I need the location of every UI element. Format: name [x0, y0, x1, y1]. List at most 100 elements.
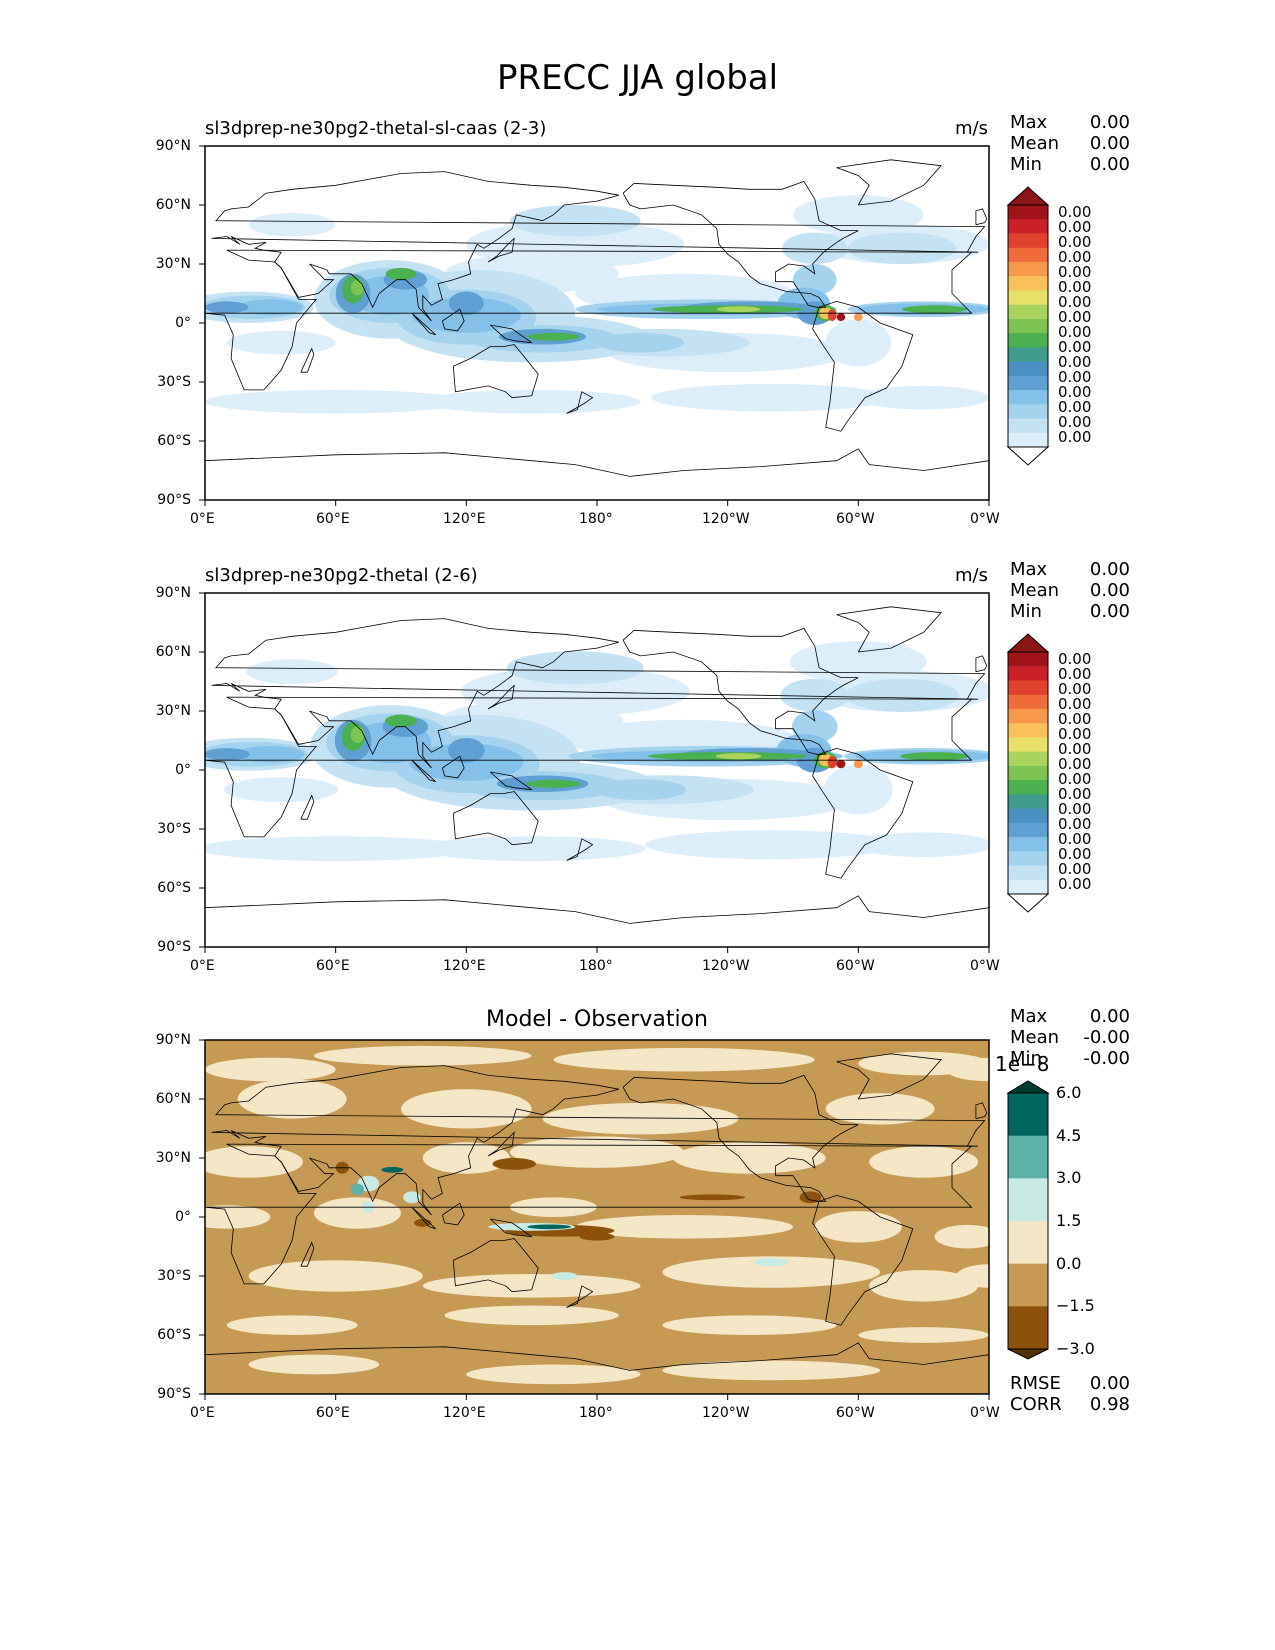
colorbar-label: 0.00 [1058, 233, 1092, 251]
x-tick: 60°W [836, 1405, 875, 1421]
colorbar-label: 0.00 [1058, 665, 1092, 683]
x-tick: 0°W [970, 511, 1000, 527]
colorbar-label: 0.00 [1058, 293, 1092, 311]
colorbar-label: 0.00 [1058, 368, 1092, 386]
stat-value-min: 0.00 [1089, 601, 1130, 622]
coastline [300, 1241, 315, 1267]
colorbar-segment [1008, 261, 1048, 277]
precip-contour [715, 753, 762, 760]
colorbar-test [1006, 186, 1050, 466]
map-field [205, 1040, 989, 1394]
colorbar-label: 0.00 [1058, 770, 1092, 788]
y-tick: 90°N [155, 138, 191, 154]
colorbar-ref [1006, 633, 1050, 913]
precip-contour [422, 389, 641, 414]
precip-contour [645, 830, 897, 860]
x-tick: 120°E [443, 1405, 486, 1421]
precip-contour [824, 764, 893, 815]
y-tick: 0° [175, 315, 191, 331]
colorbar-label: 0.00 [1058, 428, 1092, 446]
stat-value-mean: -0.00 [1083, 1027, 1130, 1048]
precip-contour [827, 309, 837, 322]
coastline [211, 1065, 986, 1216]
colorbar-segment [1008, 304, 1048, 320]
x-tick: 180° [579, 958, 613, 974]
precip-contour [205, 748, 250, 761]
x-tick: 0°W [970, 1405, 1000, 1421]
precip-contour [224, 777, 339, 803]
stat-label-min: Min [1010, 154, 1042, 175]
y-tick: 90°S [157, 939, 191, 955]
colorbar-segment [1008, 708, 1048, 724]
coastline [452, 344, 539, 399]
colorbar-extend-min [1006, 446, 1050, 466]
y-tick: 90°S [157, 1386, 191, 1402]
coastline [975, 208, 988, 226]
precip-contour [236, 746, 305, 763]
diff-contour [575, 1215, 793, 1239]
precip-contour [526, 779, 581, 788]
y-tick: 30°S [157, 1268, 191, 1284]
diff-contour [579, 1232, 615, 1241]
diff-contour [814, 1211, 902, 1243]
colorbar-label: 1.5 [1056, 1211, 1082, 1230]
x-tick: 60°E [316, 1405, 350, 1421]
diff-contour [553, 1047, 815, 1072]
stat-value-min: 0.00 [1089, 154, 1130, 175]
colorbar-exponent: 1e−8 [995, 1052, 1050, 1076]
panel-units-test: m/s [955, 118, 988, 139]
diff-contour [422, 1142, 510, 1174]
coastline [452, 1238, 539, 1293]
diff-contour [679, 1194, 746, 1201]
precip-contour [417, 836, 646, 862]
diff-contour [403, 1191, 421, 1204]
panel-title-diff: Model - Observation [486, 1007, 708, 1032]
coastline [622, 627, 859, 755]
coastline [812, 1194, 914, 1326]
stat-label-max: Max [1010, 559, 1048, 580]
x-tick: 180° [579, 1405, 613, 1421]
colorbar-segment [1008, 375, 1048, 391]
coastline [566, 391, 594, 414]
diff-contour [492, 1158, 537, 1170]
diff-contour [237, 1079, 347, 1119]
colorbar-label: 3.0 [1056, 1168, 1082, 1187]
diff-contour [226, 1315, 358, 1335]
precip-contour [384, 714, 418, 728]
colorbar-segment [1008, 1221, 1048, 1265]
diff-contour [401, 1089, 532, 1129]
colorbar-label: 0.00 [1058, 815, 1092, 833]
map-panel-test [199, 145, 990, 506]
x-tick: 120°W [702, 511, 750, 527]
colorbar-label: −3.0 [1056, 1339, 1095, 1358]
colorbar-label: 0.00 [1058, 740, 1092, 758]
y-tick: 90°N [155, 1032, 191, 1048]
precip-contour [716, 306, 761, 313]
colorbar-labels-test: 0.00 0.00 0.00 0.00 0.00 0.00 0.00 0.00 … [1058, 205, 1091, 445]
diff-contour [662, 1315, 837, 1335]
colorbar-label: 0.00 [1058, 413, 1092, 431]
colorbar-labels-ref: 0.00 0.00 0.00 0.00 0.00 0.00 0.00 0.00 … [1058, 652, 1091, 892]
colorbar-segment [1008, 318, 1048, 334]
coastline [487, 684, 515, 710]
colorbar-segment [1008, 652, 1048, 667]
diff-contour [313, 1197, 401, 1229]
coastline [300, 794, 315, 820]
coastline [490, 1218, 532, 1238]
coastline [211, 171, 986, 322]
coastline [211, 618, 986, 769]
diff-contour [422, 1274, 641, 1298]
coastline [836, 606, 942, 653]
precip-contour [506, 651, 644, 685]
diff-contour [956, 1264, 989, 1288]
colorbar-label: 0.00 [1058, 830, 1092, 848]
x-tick: 120°W [702, 958, 750, 974]
diff-contour [934, 1224, 989, 1249]
stat-value-max: 0.00 [1089, 112, 1130, 133]
colorbar-segment [1008, 751, 1048, 767]
rmse-value: 0.00 [1089, 1373, 1130, 1394]
colorbar-segment [1008, 694, 1048, 710]
stat-label-min: Min [1010, 601, 1042, 622]
coastline [442, 308, 465, 332]
panel-title-test: sl3dprep-ne30pg2-thetal-sl-caas (2-3) [205, 118, 547, 139]
